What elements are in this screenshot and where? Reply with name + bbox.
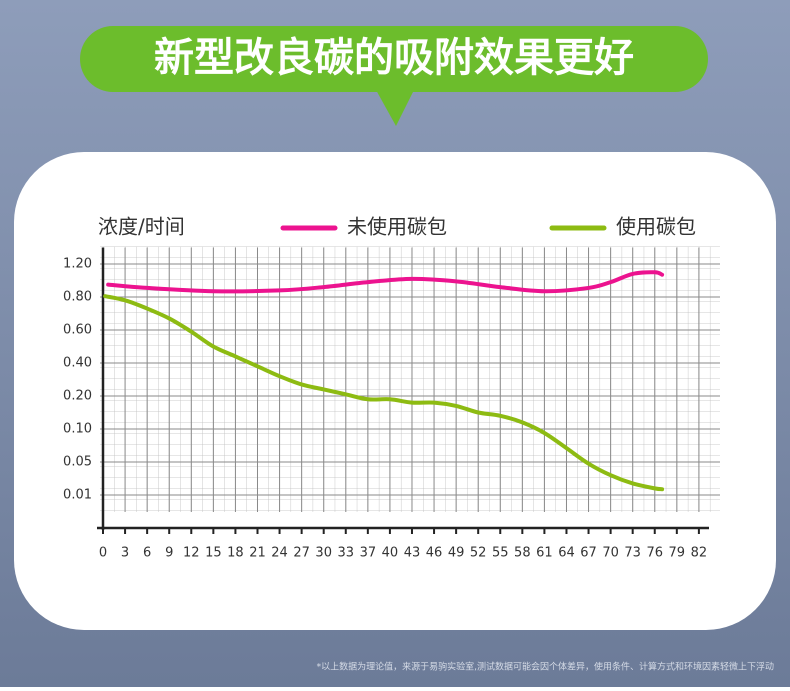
- x-tick-label: 27: [293, 546, 310, 561]
- x-tick-label: 6: [143, 546, 151, 561]
- x-tick-label: 46: [426, 546, 443, 561]
- y-tick-label: 0.20: [63, 389, 92, 404]
- y-tick-label: 0.01: [63, 488, 92, 503]
- x-tick-label: 70: [602, 546, 619, 561]
- x-tick-label: 12: [183, 546, 200, 561]
- x-tick-label: 15: [205, 546, 222, 561]
- y-tick-label: 0.40: [63, 356, 92, 371]
- title-banner: [80, 26, 708, 92]
- x-tick-label: 82: [691, 546, 708, 561]
- y-tick-label: 1.20: [63, 257, 92, 272]
- x-tick-label: 52: [470, 546, 487, 561]
- legend-label: 使用碳包: [616, 215, 696, 239]
- x-tick-label: 0: [99, 546, 107, 561]
- x-tick-label: 73: [624, 546, 641, 561]
- x-tick-label: 43: [404, 546, 421, 561]
- y-tick-label: 0.10: [63, 422, 92, 437]
- x-tick-label: 58: [514, 546, 531, 561]
- y-axis-label: 浓度/时间: [98, 215, 185, 239]
- banner-pointer: [376, 90, 414, 126]
- y-tick-label: 0.05: [63, 455, 92, 470]
- x-tick-label: 55: [492, 546, 509, 561]
- x-tick-label: 37: [360, 546, 377, 561]
- x-tick-label: 49: [448, 546, 465, 561]
- x-tick-label: 3: [121, 546, 129, 561]
- minor-grid: [100, 246, 720, 512]
- x-tick-label: 9: [165, 546, 173, 561]
- x-tick-label: 67: [580, 546, 597, 561]
- y-tick-label: 0.60: [63, 323, 92, 338]
- x-tick-label: 79: [669, 546, 686, 561]
- x-tick-label: 21: [249, 546, 266, 561]
- x-tick-label: 40: [382, 546, 399, 561]
- series-line: [103, 294, 665, 492]
- title: 新型改良碳的吸附效果更好: [154, 35, 634, 81]
- x-tick-label: 24: [271, 546, 288, 561]
- x-tick-label: 30: [315, 546, 332, 561]
- x-tick-label: 64: [558, 546, 575, 561]
- legend-label: 未使用碳包: [347, 215, 447, 239]
- series-line: [106, 270, 665, 294]
- x-tick-label: 61: [536, 546, 553, 561]
- x-tick-label: 76: [646, 546, 663, 561]
- footnote: *以上数据为理论值，来源于易驹实验室,测试数据可能会因个体差异，使用条件、计算方…: [317, 661, 774, 673]
- y-tick-label: 0.80: [63, 290, 92, 305]
- x-tick-label: 33: [337, 546, 354, 561]
- x-tick-label: 18: [227, 546, 244, 561]
